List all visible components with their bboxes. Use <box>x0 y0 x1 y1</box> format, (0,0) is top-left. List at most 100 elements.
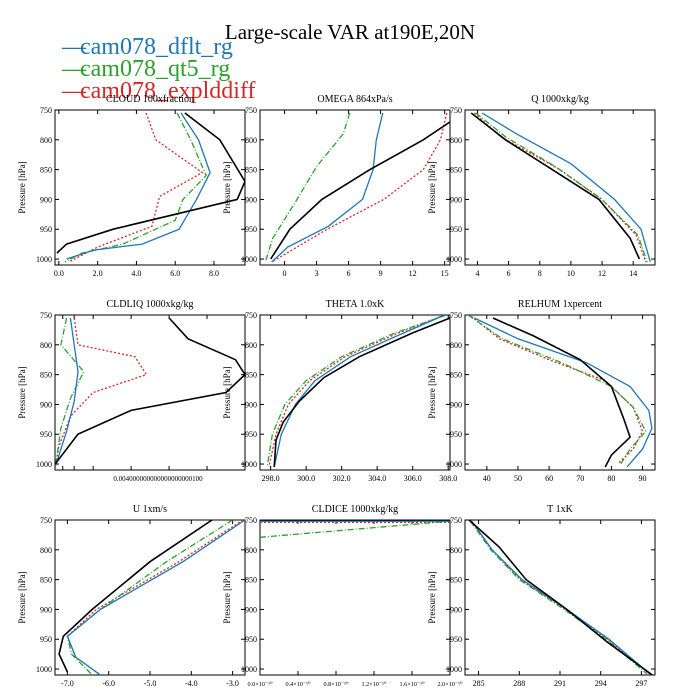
y-tick-label: 750 <box>450 106 462 115</box>
series-group <box>266 315 450 468</box>
series-group <box>58 520 245 675</box>
y-tick-label: 1000 <box>446 255 462 264</box>
panel-frame <box>259 519 451 676</box>
y-tick-label: 850 <box>245 371 257 380</box>
series-line-cam078-qt5-rg <box>66 520 233 675</box>
series-group <box>264 112 450 263</box>
x-tick-label: -5.0 <box>144 679 157 688</box>
x-tick-label: 9 <box>379 269 383 278</box>
panel-frame <box>464 314 656 471</box>
y-axis-label: Pressure [hPa] <box>17 161 27 213</box>
y-tick-label: 1000 <box>36 255 52 264</box>
x-tick-label: 8.0 <box>209 269 219 278</box>
y-tick-label: 800 <box>245 341 257 350</box>
x-tick-label: 1.2×10⁻¹⁰ <box>361 681 387 688</box>
y-tick-label: 850 <box>450 576 462 585</box>
panel-frame <box>54 314 246 471</box>
x-tick-label: 90 <box>639 474 647 483</box>
y-tick-label: 800 <box>40 341 52 350</box>
panel-9: T 1xK Pressure [hPa] 750 800 850 900 950 1000 28… <box>427 504 656 688</box>
panel-title: CLOUD 100xfraction <box>106 94 194 105</box>
y-tick-label: 750 <box>245 516 257 525</box>
x-tick-label: 3 <box>315 269 319 278</box>
y-tick-label: 950 <box>40 430 52 439</box>
y-tick-label: 850 <box>245 166 257 175</box>
y-tick-label: 800 <box>450 341 462 350</box>
x-tick-label: 70 <box>576 474 584 483</box>
legend-item-explddiff: —cam078_explddiff <box>62 78 256 104</box>
panel-frame <box>464 109 656 266</box>
y-tick-label: 1000 <box>241 460 257 469</box>
y-tick-label: 900 <box>245 400 257 409</box>
x-tick-label: 6 <box>347 269 351 278</box>
panel-4: CLDLIQ 1000xkg/kg Pressure [hPa] 750 800 850… <box>17 299 246 483</box>
x-tick-label: 298.0 <box>262 474 280 483</box>
legend-label: cam078_dflt_rg <box>80 34 233 60</box>
series-line-cam078-dflt-rg <box>471 520 651 675</box>
legend-item-dflt: —cam078_dflt_rg <box>62 34 233 60</box>
x-tick-label: -4.0 <box>185 679 198 688</box>
series-line-cam078-explddiff <box>470 315 644 465</box>
series-line-cam078-qt5-rg <box>469 520 648 675</box>
series-line-cam078-dflt-rg <box>271 112 384 263</box>
y-tick-label: 950 <box>245 430 257 439</box>
x-tick-label: 12 <box>598 269 606 278</box>
y-tick-label: 800 <box>245 546 257 555</box>
y-axis-label: Pressure [hPa] <box>17 366 27 418</box>
y-tick-label: 1000 <box>36 460 52 469</box>
y-tick-label: 900 <box>40 400 52 409</box>
x-tick-label: 2.0×10⁻¹⁰ <box>437 681 463 688</box>
y-tick-label: 800 <box>245 136 257 145</box>
x-tick-label: -7.0 <box>61 679 74 688</box>
y-tick-label: 950 <box>40 635 52 644</box>
y-tick-label: 750 <box>40 311 52 320</box>
panel-3: Q 1000xkg/kg Pressure [hPa] 750 800 850 900 95… <box>427 94 656 278</box>
series-line-obs <box>273 317 450 468</box>
y-tick-label: 900 <box>245 605 257 614</box>
panel-6: RELHUM 1xpercent Pressure [hPa] 750 800 850 9… <box>427 299 656 483</box>
legend-label: cam078_explddiff <box>80 78 256 104</box>
x-tick-label: 4 <box>475 269 479 278</box>
panel-frame <box>464 519 656 676</box>
x-tick-label: 2.0 <box>93 269 103 278</box>
y-tick-label: 1000 <box>446 460 462 469</box>
y-tick-label: 750 <box>450 516 462 525</box>
series-group <box>467 315 653 468</box>
y-tick-label: 750 <box>245 311 257 320</box>
y-axis-label: Pressure [hPa] <box>222 571 232 623</box>
y-tick-label: 800 <box>450 546 462 555</box>
y-tick-label: 850 <box>450 166 462 175</box>
x-tick-label: 294 <box>595 679 607 688</box>
y-tick-label: 750 <box>40 516 52 525</box>
y-tick-label: 800 <box>450 136 462 145</box>
x-tick-label: 15 <box>441 269 449 278</box>
series-line-cam078-qt5-rg <box>64 112 207 263</box>
panel-title: Q 1000xkg/kg <box>531 94 589 105</box>
y-tick-label: 900 <box>450 400 462 409</box>
x-tick-label: 1.6×10⁻¹⁰ <box>399 681 425 688</box>
x-tick-label: 291 <box>554 679 566 688</box>
y-tick-label: 850 <box>40 576 52 585</box>
y-tick-label: 900 <box>450 605 462 614</box>
panel-7: U 1xm/s Pressure [hPa] 750 800 850 900 950 1000… <box>17 504 246 688</box>
y-tick-label: 950 <box>245 635 257 644</box>
x-tick-label: 6.0 <box>170 269 180 278</box>
y-tick-label: 900 <box>450 195 462 204</box>
y-tick-label: 850 <box>40 166 52 175</box>
series-group <box>470 112 651 263</box>
y-axis-label: Pressure [hPa] <box>427 366 437 418</box>
series-line-cam078-dflt-rg <box>474 317 653 468</box>
x-tick-label: 8 <box>538 269 542 278</box>
y-tick-label: 900 <box>245 195 257 204</box>
panel-title: OMEGA 864xPa/s <box>317 94 392 105</box>
x-tick-label: 285 <box>473 679 485 688</box>
series-line-obs <box>56 112 245 254</box>
y-tick-label: 850 <box>450 371 462 380</box>
series-line-cam078-explddiff <box>55 317 148 468</box>
y-tick-label: 750 <box>245 106 257 115</box>
series-line-cam078-dflt-rg <box>55 317 79 468</box>
y-tick-label: 750 <box>40 106 52 115</box>
series-line-cam078-dflt-rg <box>273 315 445 468</box>
x-tick-label: 0.0 <box>54 269 64 278</box>
